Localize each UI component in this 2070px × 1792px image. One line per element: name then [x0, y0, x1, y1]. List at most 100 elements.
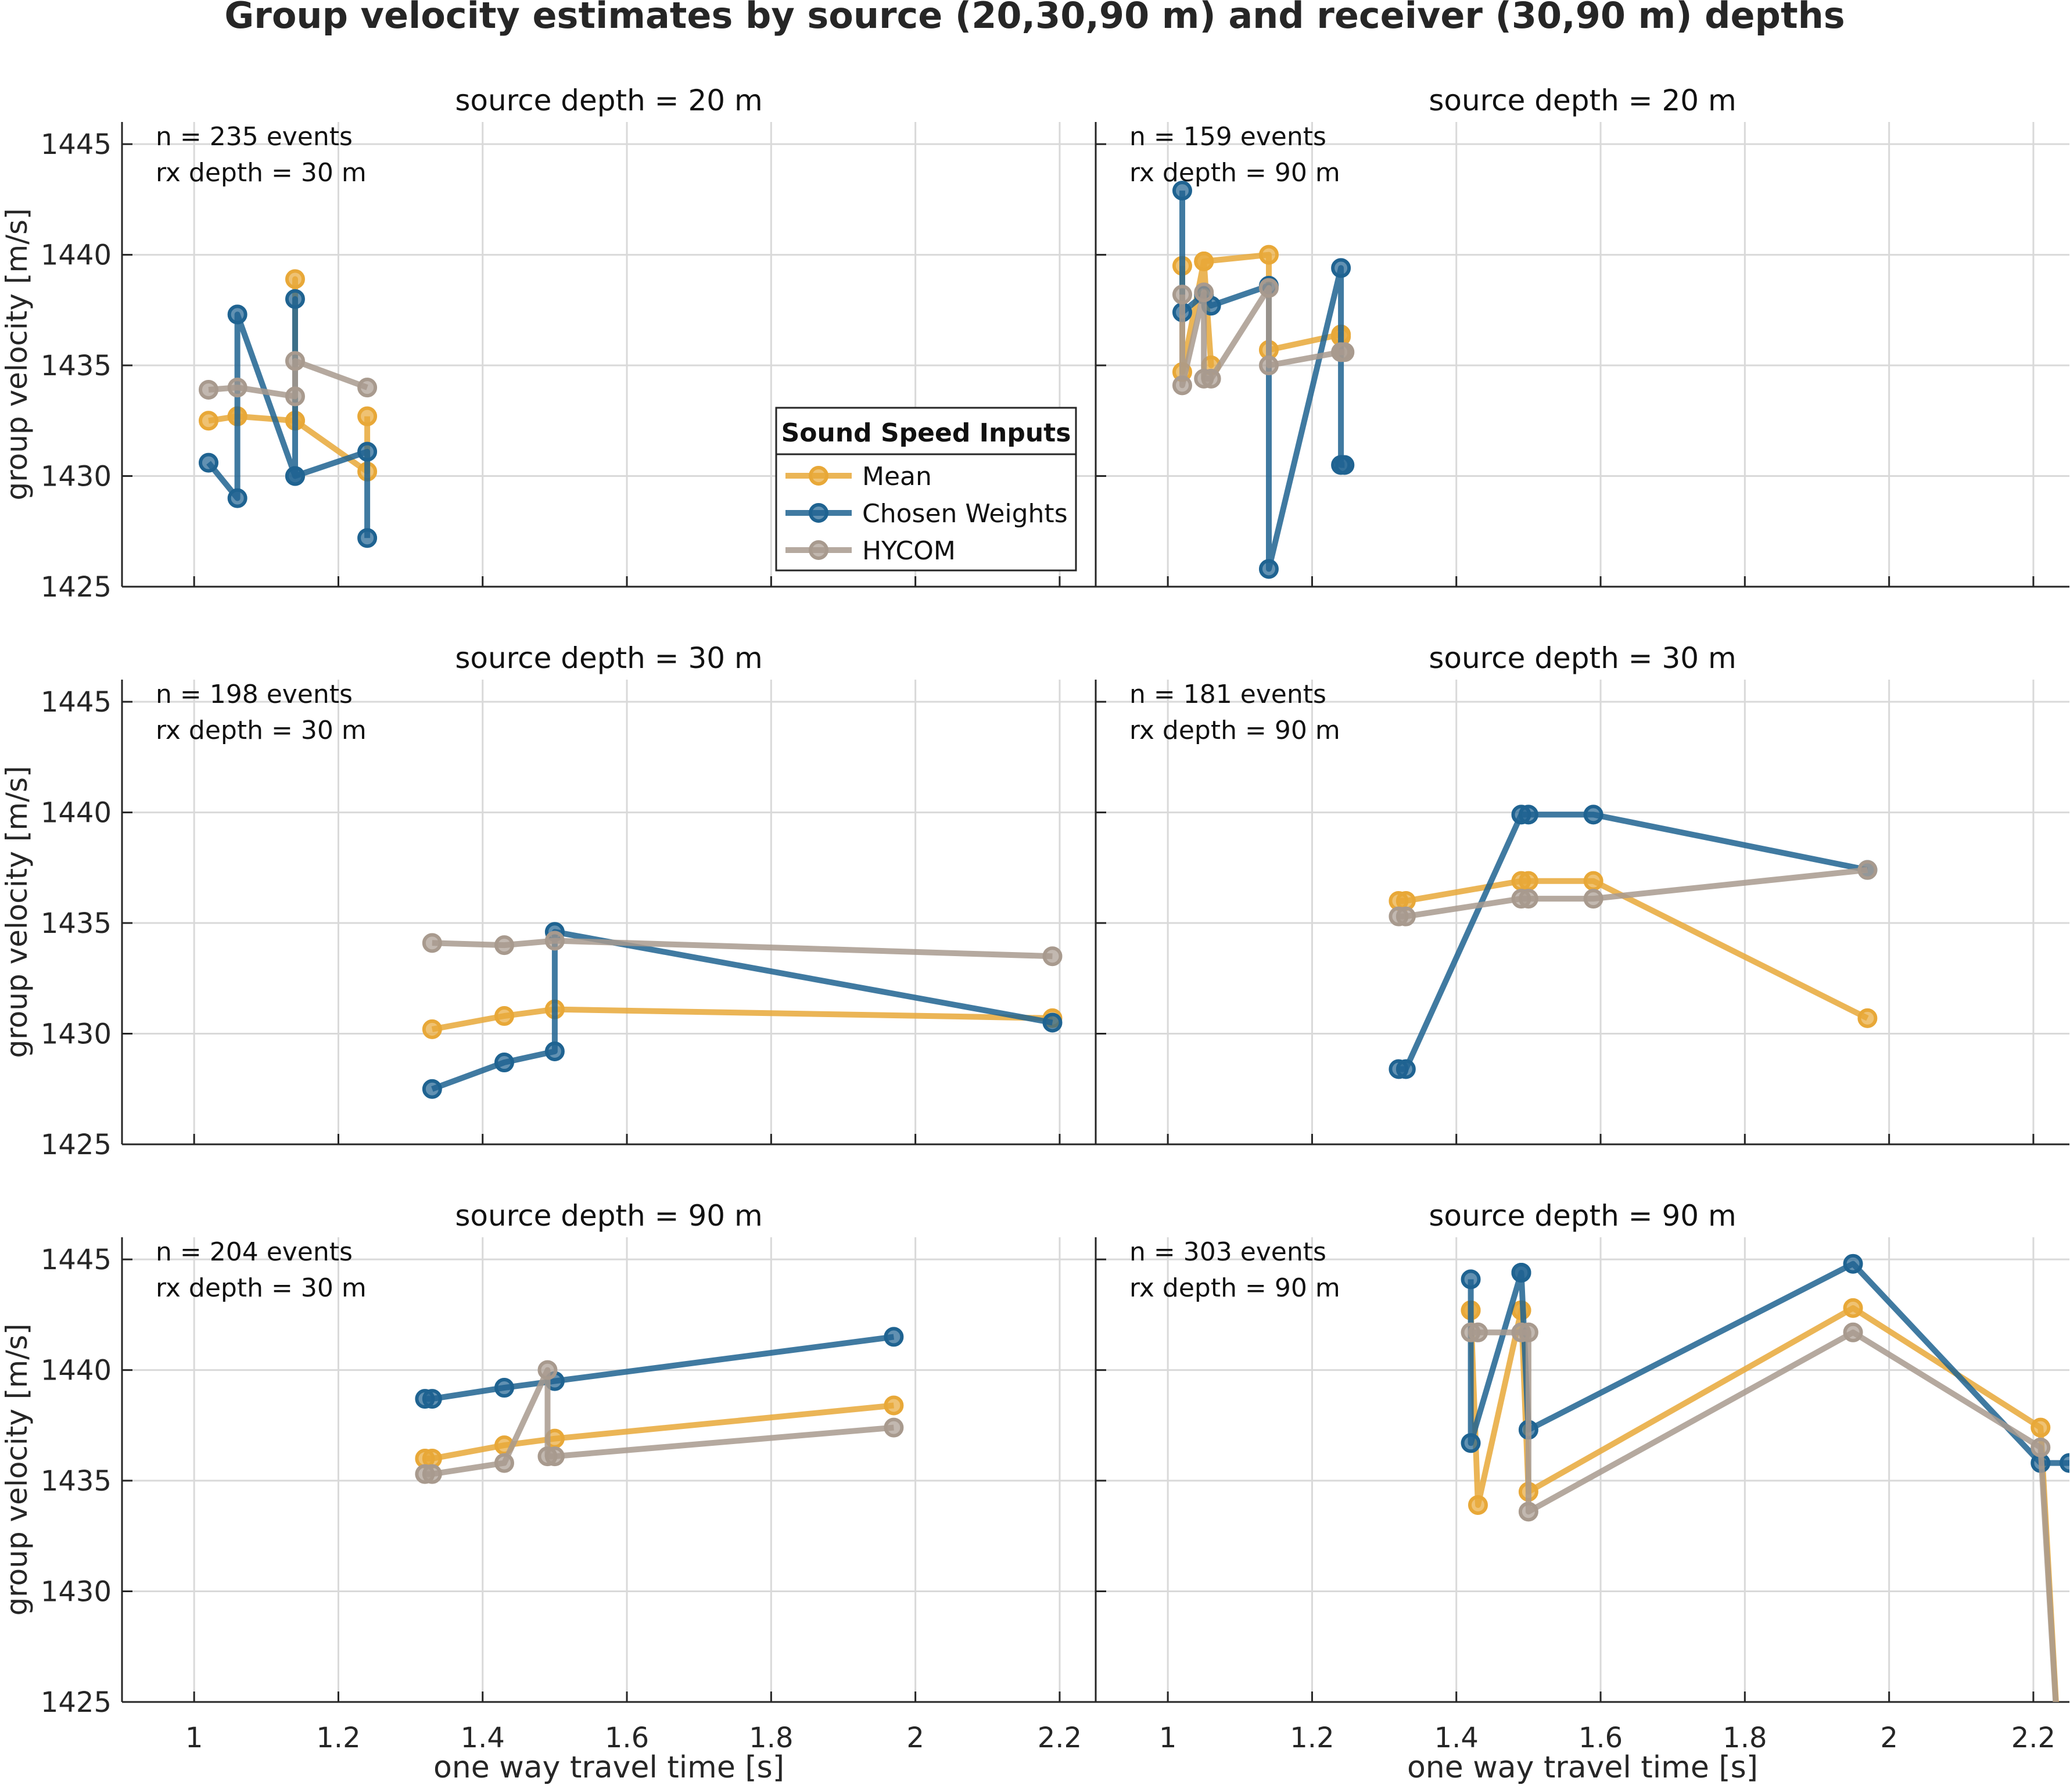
y-tick-label: 1435 — [41, 907, 112, 940]
data-point — [1042, 1012, 1063, 1033]
data-point — [1042, 946, 1063, 967]
data-point — [1518, 871, 1538, 891]
data-point — [1201, 368, 1221, 389]
data-point — [1172, 181, 1192, 201]
data-point — [1258, 278, 1279, 298]
data-point — [1334, 455, 1355, 475]
series-group — [422, 922, 1063, 1099]
data-point — [422, 1019, 442, 1039]
legend-entry-label: HYCOM — [862, 536, 956, 566]
y-tick-label: 1435 — [41, 1465, 112, 1497]
data-point — [1461, 1433, 1481, 1453]
subplot-title: source depth = 90 m — [1429, 1199, 1736, 1233]
data-point — [357, 378, 378, 398]
legend-entry-label: Mean — [862, 462, 932, 491]
y-axis-label: group velocity [m/s] — [0, 766, 34, 1058]
legend-swatch-marker — [809, 503, 828, 523]
x-tick-label: 2 — [1880, 1722, 1898, 1754]
y-tick-label: 1435 — [41, 350, 112, 382]
y-tick-label: 1440 — [41, 239, 112, 272]
x-tick-label: 1 — [185, 1722, 203, 1754]
data-point — [544, 1042, 565, 1061]
data-point — [494, 1006, 514, 1026]
data-point — [1258, 559, 1279, 579]
data-point — [884, 1327, 904, 1347]
data-point — [1331, 258, 1351, 278]
data-point — [1518, 1322, 1538, 1342]
x-tick-label: 1.2 — [1290, 1722, 1334, 1754]
legend-swatch-marker — [809, 466, 828, 486]
data-point — [1468, 1322, 1488, 1342]
data-point — [227, 488, 247, 508]
data-point — [422, 1389, 442, 1409]
data-point — [544, 931, 565, 951]
legend-swatch-marker — [809, 540, 828, 560]
y-tick-label: 1425 — [41, 1129, 112, 1161]
subplot-3: 1425 1430 1435 1440 1445 source depth = 30 m n… — [0, 641, 1096, 1161]
data-point — [1258, 355, 1279, 376]
series-group — [1461, 1254, 2069, 1702]
y-tick-label: 1445 — [41, 128, 112, 161]
data-point — [494, 935, 514, 956]
data-point — [1468, 1495, 1488, 1515]
data-point — [1518, 889, 1538, 909]
subplot-4: source depth = 30 m n = 181 events rx dept… — [1095, 641, 2069, 1145]
data-point — [285, 386, 305, 407]
x-tick-label: 1.4 — [1434, 1722, 1479, 1754]
data-point — [1857, 1008, 1878, 1028]
data-point — [198, 453, 218, 473]
series-group — [198, 269, 378, 548]
annotation-text: n = 198 events — [156, 680, 353, 709]
series-line-chosen-weights — [1468, 1260, 2069, 1466]
series-line-hycom — [1398, 867, 1868, 920]
series-group — [1172, 181, 1355, 579]
data-point — [227, 378, 247, 398]
series-group — [415, 1327, 904, 1484]
data-point — [2030, 1417, 2051, 1438]
subplot-title: source depth = 90 m — [455, 1199, 762, 1233]
y-tick-label: 1425 — [41, 571, 112, 604]
data-point — [285, 351, 305, 371]
x-tick-label: 1.8 — [1723, 1722, 1767, 1754]
data-point — [227, 304, 247, 325]
x-tick-label: 1.4 — [461, 1722, 505, 1754]
y-tick-label: 1430 — [41, 1018, 112, 1051]
annotation-text: rx depth = 30 m — [156, 158, 367, 188]
series-line-hycom — [432, 938, 1053, 960]
data-point — [1857, 860, 1878, 880]
data-point — [1258, 245, 1279, 265]
subplot-title: source depth = 30 m — [455, 641, 762, 675]
data-point — [1395, 906, 1416, 926]
x-tick-label: 2.2 — [1038, 1722, 1082, 1754]
y-axis-label: group velocity [m/s] — [0, 1323, 34, 1615]
x-tick-label: 1.6 — [1578, 1722, 1623, 1754]
data-point — [537, 1360, 558, 1380]
annotation-text: rx depth = 90 m — [1129, 1273, 1340, 1303]
subplot-6: 1 1.2 1.4 1.6 1.8 2 2.2 source depth = 90 m n = … — [1095, 1199, 2069, 1785]
subplot-5: 1425 1430 1435 1440 1445 1 1.2 1.4 1.6 1.8 2 2.2 sou… — [0, 1199, 1096, 1785]
y-tick-label: 1445 — [41, 1244, 112, 1276]
series-line-hycom — [1470, 1329, 2059, 1702]
data-point — [357, 441, 378, 462]
data-point — [494, 1453, 514, 1473]
data-point — [422, 933, 442, 953]
data-point — [1461, 1269, 1481, 1290]
annotation-text: rx depth = 30 m — [156, 716, 367, 745]
data-point — [285, 269, 305, 289]
annotation-text: n = 204 events — [156, 1237, 353, 1267]
data-point — [1194, 282, 1214, 303]
data-point — [1194, 252, 1214, 271]
legend-entry-label: Chosen Weights — [862, 499, 1068, 529]
data-point — [422, 1079, 442, 1099]
data-point — [1583, 805, 1603, 825]
data-point — [1843, 1298, 1863, 1318]
data-point — [494, 1053, 514, 1073]
series-group — [1389, 805, 1878, 1079]
x-tick-label: 2.2 — [2011, 1722, 2055, 1754]
data-point — [1583, 871, 1603, 891]
annotation-text: rx depth = 90 m — [1129, 158, 1340, 188]
x-axis-label: one way travel time [s] — [433, 1750, 784, 1785]
data-point — [198, 379, 218, 400]
x-tick-label: 1.6 — [605, 1722, 649, 1754]
